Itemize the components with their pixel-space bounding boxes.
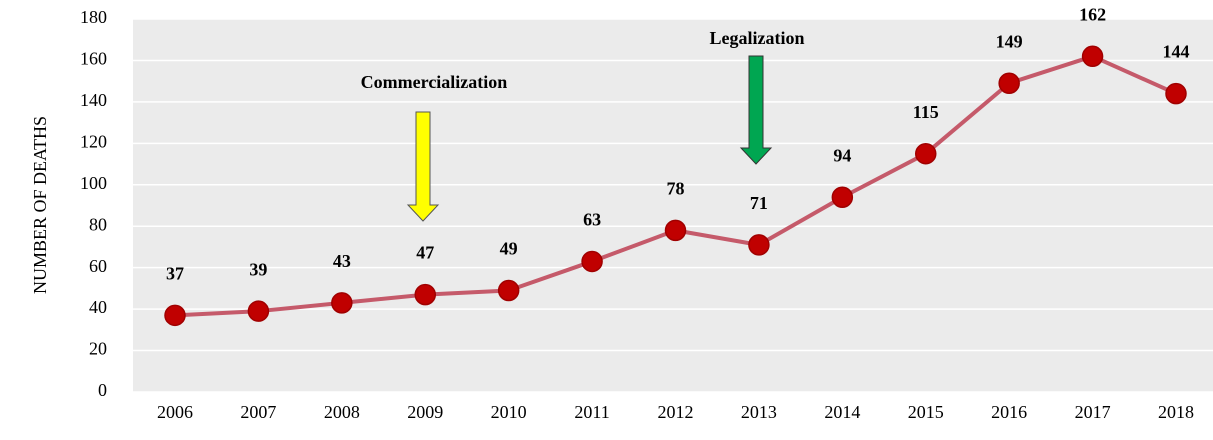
marker [915, 142, 937, 165]
x-tick-label: 2014 [824, 402, 860, 422]
value-label: 63 [583, 210, 601, 230]
y-tick-label: 0 [98, 380, 107, 400]
plot-area [133, 19, 1213, 392]
marker [664, 219, 687, 242]
value-label: 71 [750, 193, 768, 213]
value-label: 47 [416, 243, 434, 263]
marker [414, 283, 436, 306]
y-tick-label: 20 [89, 339, 107, 359]
marker [1165, 82, 1187, 105]
y-tick-label: 120 [80, 131, 107, 151]
y-tick-label: 160 [80, 49, 107, 69]
annotation: Commercialization [361, 72, 508, 92]
x-tick-label: 2007 [240, 402, 276, 422]
x-tick-label: 2016 [991, 402, 1027, 422]
y-axis-label: NUMBER OF DEATHS [30, 116, 50, 294]
marker [1081, 45, 1104, 68]
marker [331, 292, 353, 314]
x-tick-label: 2009 [407, 402, 443, 422]
arrow [406, 111, 440, 222]
x-tick-label: 2012 [658, 402, 694, 422]
value-label: 94 [833, 145, 851, 165]
value-label: 149 [996, 31, 1023, 51]
x-tick-label: 2017 [1075, 402, 1111, 422]
y-tick-label: 60 [89, 256, 107, 276]
value-label: 37 [166, 263, 184, 283]
x-tick-label: 2018 [1158, 402, 1194, 422]
x-tick-label: 2015 [908, 402, 944, 422]
value-label: 162 [1079, 4, 1106, 24]
marker [748, 234, 770, 256]
value-label: 43 [333, 251, 351, 271]
annotation: Legalization [710, 28, 805, 48]
marker [247, 300, 270, 322]
x-tick-label: 2008 [324, 402, 360, 422]
arrow [739, 55, 773, 165]
value-label: 49 [500, 239, 518, 259]
y-tick-label: 80 [89, 214, 107, 234]
y-tick-label: 100 [80, 173, 107, 193]
marker [497, 279, 520, 302]
y-tick-label: 40 [89, 297, 107, 317]
value-label: 39 [249, 259, 267, 279]
x-tick-label: 2010 [491, 402, 527, 422]
value-label: 78 [667, 178, 685, 198]
x-tick-label: 2013 [741, 402, 777, 422]
y-tick-label: 140 [80, 90, 107, 110]
value-label: 144 [1163, 42, 1190, 62]
y-tick-label: 180 [80, 7, 107, 27]
marker [831, 186, 854, 208]
x-tick-label: 2011 [574, 402, 609, 422]
x-tick-label: 2006 [157, 402, 193, 422]
marker [164, 304, 186, 327]
marker [998, 72, 1020, 94]
value-label: 115 [913, 102, 939, 122]
marker [581, 250, 603, 273]
